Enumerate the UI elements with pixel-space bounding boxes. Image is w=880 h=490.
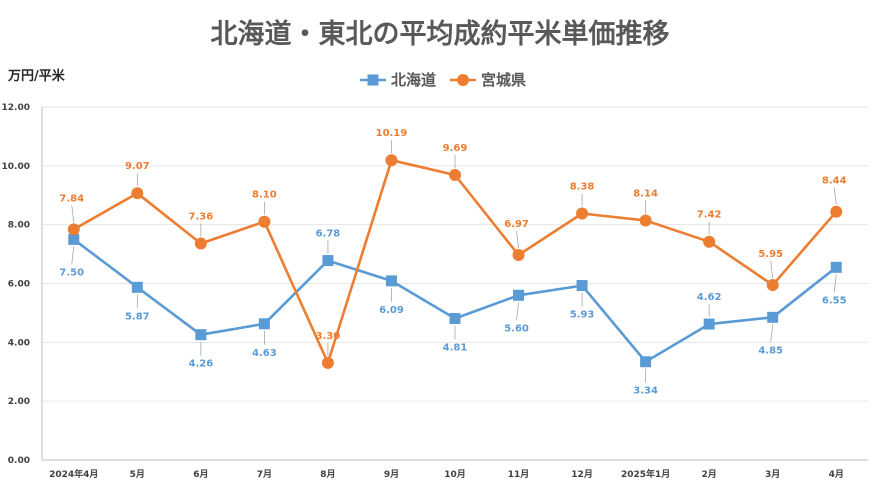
x-tick-label: 6月 [193,469,208,480]
legend-label: 北海道 [391,71,436,89]
x-tick-label: 3月 [765,469,780,480]
miyagi-point [321,356,334,369]
miyagi-data-label: 8.44 [822,176,847,187]
miyagi-data-label: 7.84 [59,193,84,204]
x-axis-ticks: 2024年4月 5月 6月 7月 8月 9月 10月 11月 12月 2025年1月 2月 3月 4月 [49,468,844,480]
y-axis-unit-label: 万円/平米 [7,68,66,84]
y-tick-label: 8.00 [8,221,30,231]
y-axis-ticks: 0.00 2.00 4.00 6.00 8.00 10.00 12.00 [2,103,30,466]
legend-marker-square [367,74,379,86]
miyagi-data-label: 8.14 [633,189,658,200]
miyagi-point [639,214,652,227]
data-labels-layer: 7.50 5.87 4.26 4.63 6.78 6.09 4.81 5.60 5.93 3.34… [59,128,846,397]
miyagi-point [766,278,779,291]
x-tick-label: 2月 [702,469,717,480]
miyagi-data-label: 9.07 [125,161,150,172]
hokkaido-point [258,318,270,330]
hokkaido-point [449,313,461,325]
y-tick-label: 6.00 [8,280,30,290]
x-tick-label: 12月 [571,469,593,480]
leader-line [516,230,519,249]
hokkaido-data-label: 6.55 [822,295,847,306]
axes [41,107,868,461]
miyagi-point [449,168,461,181]
hokkaido-point [703,318,715,330]
x-tick-label: 5月 [130,469,145,480]
hokkaido-data-label: 6.78 [316,229,341,240]
miyagi-data-label: 7.42 [697,210,722,221]
y-tick-label: 2.00 [8,397,30,407]
leader-line [833,274,837,293]
hokkaido-point [513,289,525,301]
hokkaido-point [322,255,334,267]
series-layer [67,154,843,369]
miyagi-data-label: 6.97 [504,219,529,230]
y-tick-label: 12.00 [2,103,30,113]
hokkaido-data-label: 5.60 [504,323,529,334]
leader-line [833,187,837,205]
hokkaido-data-label: 6.09 [379,305,404,316]
miyagi-point [131,187,144,200]
x-tick-label: 9月 [384,469,399,480]
leader-line [71,246,75,265]
y-tick-label: 0.00 [8,456,30,466]
y-tick-label: 4.00 [8,338,30,348]
miyagi-data-label: 10.19 [376,128,408,139]
hokkaido-data-label: 5.93 [570,310,595,321]
miyagi-data-label: 8.38 [570,181,595,192]
hokkaido-point [68,233,80,245]
leader-line [516,302,519,321]
hokkaido-data-label: 4.85 [758,345,783,356]
x-tick-label: 2024年4月 [49,468,98,480]
miyagi-data-label: 5.95 [758,249,783,260]
hokkaido-point [131,281,143,293]
miyagi-data-label: 9.69 [443,143,468,154]
x-tick-label: 7月 [257,469,272,480]
hokkaido-data-label: 4.63 [252,348,277,359]
legend-marker-circle [457,74,469,86]
miyagi-data-label: 7.36 [189,211,214,222]
hokkaido-point [385,275,397,287]
hokkaido-data-label: 4.62 [697,292,722,303]
hokkaido-point [195,329,207,341]
x-tick-label: 2025年1月 [621,468,670,480]
hokkaido-data-label: 4.81 [443,343,468,354]
miyagi-point [194,237,207,250]
hokkaido-point [640,356,652,368]
leader-line [770,260,774,279]
hokkaido-data-label: 5.87 [125,311,150,322]
legend: 北海道 宮城県 [360,71,526,89]
legend-label: 宮城県 [481,71,526,89]
x-tick-label: 10月 [444,469,466,480]
hokkaido-point [576,280,588,292]
hokkaido-point [767,311,779,323]
miyagi-point [703,235,716,248]
chart-title: 北海道・東北の平均成約平米単価推移 [211,18,670,50]
miyagi-data-label: 3.30 [316,331,341,342]
leader-line [770,324,774,343]
x-tick-label: 11月 [508,469,530,480]
miyagi-point [385,154,398,167]
leader-line [71,205,75,223]
hokkaido-point [830,261,842,273]
miyagi-point [830,205,843,218]
y-tick-label: 10.00 [2,162,30,172]
miyagi-point [67,223,80,236]
x-tick-label: 4月 [829,469,844,480]
hokkaido-data-label: 4.26 [189,359,214,370]
hokkaido-data-label: 3.34 [633,386,658,397]
miyagi-data-label: 8.10 [252,190,277,201]
miyagi-point [512,248,525,261]
miyagi-point [258,215,271,228]
x-tick-label: 8月 [320,469,335,480]
hokkaido-data-label: 7.50 [59,267,84,278]
miyagi-point [576,207,589,220]
